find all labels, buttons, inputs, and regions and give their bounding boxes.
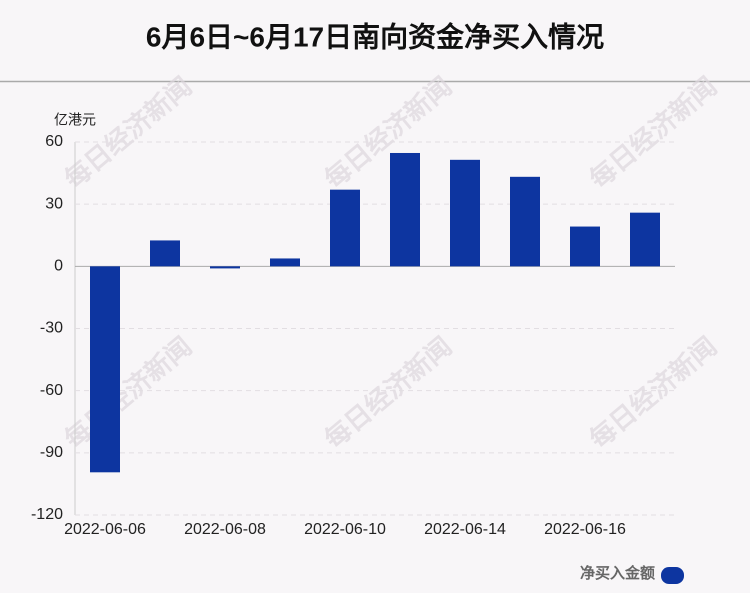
x-tick-label: 2022-06-14 <box>424 521 506 538</box>
bar <box>630 212 660 267</box>
bar <box>210 266 240 269</box>
y-axis-label: 亿港元 <box>54 112 96 128</box>
y-tick-label: -30 <box>40 320 63 337</box>
x-tick-label: 2022-06-06 <box>64 521 146 538</box>
bar <box>450 159 480 267</box>
legend-swatch <box>661 567 684 584</box>
bar <box>570 226 600 267</box>
legend-label: 净买入金额 <box>580 564 655 582</box>
y-tick-label: -90 <box>40 444 63 461</box>
bar <box>390 152 420 267</box>
y-tick-label: -120 <box>31 506 63 523</box>
y-tick-label: 30 <box>45 195 63 212</box>
bar <box>270 258 300 267</box>
chart-title: 6月6日~6月17日南向资金净买入情况 <box>146 20 604 52</box>
bar <box>90 266 120 473</box>
y-tick-label: 60 <box>45 133 63 150</box>
y-tick-label: 0 <box>54 258 63 275</box>
x-tick-label: 2022-06-16 <box>544 521 626 538</box>
bar <box>150 240 180 267</box>
x-tick-label: 2022-06-10 <box>304 521 386 538</box>
bar <box>510 176 540 267</box>
y-tick-label: -60 <box>40 382 63 399</box>
x-tick-label: 2022-06-08 <box>184 521 266 538</box>
bar <box>330 189 360 267</box>
